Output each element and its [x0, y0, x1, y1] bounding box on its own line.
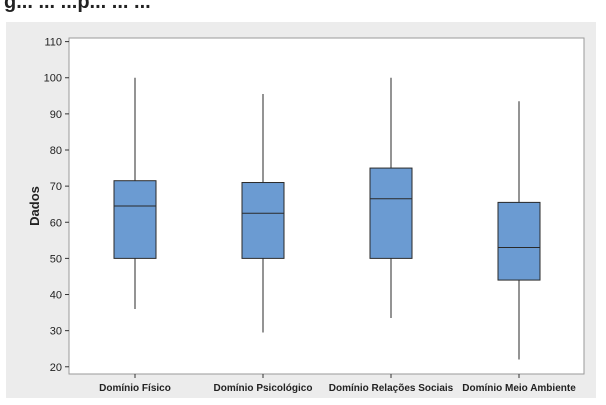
y-tick-label: 110	[44, 37, 62, 49]
figure-caption-fragment: g... ... ...p... ... ...	[0, 0, 606, 24]
y-tick-label: 40	[50, 290, 62, 302]
y-tick-label: 100	[44, 73, 62, 85]
y-tick-label: 90	[50, 109, 62, 121]
y-tick-label: 20	[50, 362, 62, 374]
x-tick-label: Domínio Meio Ambiente	[462, 383, 576, 394]
x-tick-label: Domínio Psicológico	[214, 383, 313, 394]
x-tick-label: Domínio Relações Sociais	[329, 383, 454, 394]
y-tick-label: 30	[50, 326, 62, 338]
y-axis-label: Dados	[27, 186, 42, 226]
y-tick-label: 70	[50, 181, 62, 193]
y-tick-label: 60	[50, 217, 62, 229]
box	[241, 182, 285, 259]
y-tick-label: 80	[50, 145, 62, 157]
x-tick-label: Domínio Físico	[99, 383, 171, 394]
box	[113, 180, 157, 259]
caption-text: g... ... ...p... ... ...	[4, 0, 151, 13]
box	[497, 201, 541, 281]
box	[369, 167, 413, 259]
y-tick-label: 50	[50, 253, 62, 265]
